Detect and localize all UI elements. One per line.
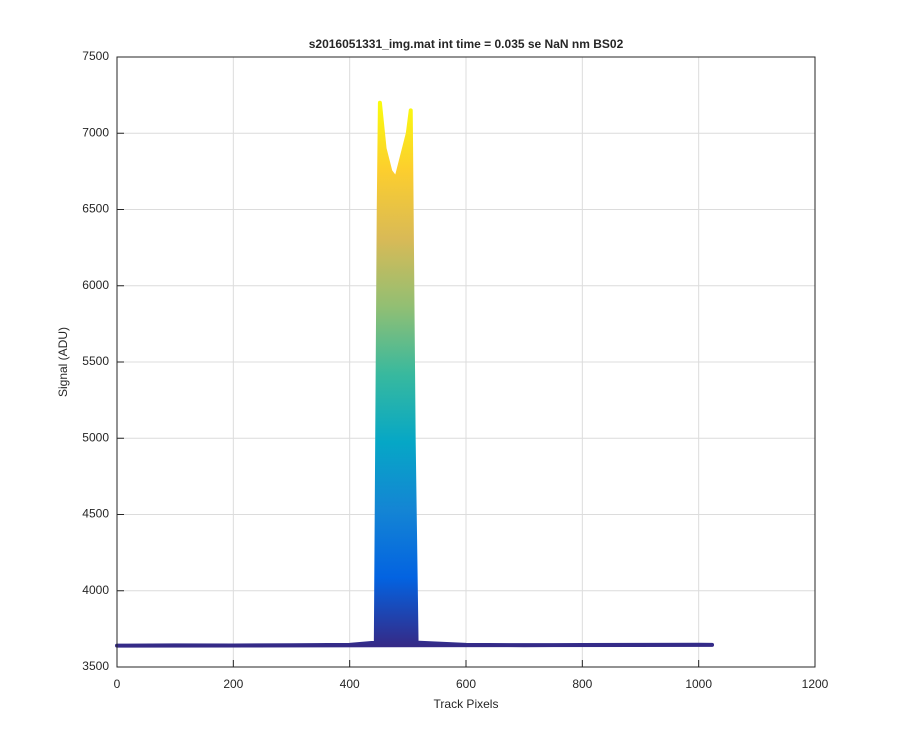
signal-line: [115, 100, 715, 648]
x-tick-label: 0: [114, 677, 121, 691]
y-tick-label: 5500: [82, 354, 109, 368]
x-axis-label: Track Pixels: [434, 697, 499, 711]
plot-frame: [116, 56, 816, 668]
y-tick-label: 7500: [82, 49, 109, 63]
y-tick-label: 3500: [82, 659, 109, 673]
y-tick-label: 4000: [82, 583, 109, 597]
x-tick-label: 1000: [685, 677, 712, 691]
x-tick-label: 1200: [802, 677, 829, 691]
y-tick-label: 5000: [82, 430, 109, 444]
y-tick-label: 6500: [82, 202, 109, 216]
y-axis-label: Signal (ADU): [56, 327, 70, 397]
data: [115, 100, 715, 648]
axes: 0 200 400 600 800 1000 1200 3500 4000 4500 5000 550…: [82, 49, 828, 691]
y-tick-label: 4500: [82, 507, 109, 521]
x-tick-label: 800: [572, 677, 592, 691]
x-tick-label: 400: [340, 677, 360, 691]
grid: [116, 56, 816, 668]
x-tick-label: 200: [223, 677, 243, 691]
x-tick-label: 600: [456, 677, 476, 691]
chart-title: s2016051331_img.mat int time = 0.035 se …: [309, 37, 624, 51]
y-tick-label: 6000: [82, 278, 109, 292]
y-tick-label: 7000: [82, 125, 109, 139]
